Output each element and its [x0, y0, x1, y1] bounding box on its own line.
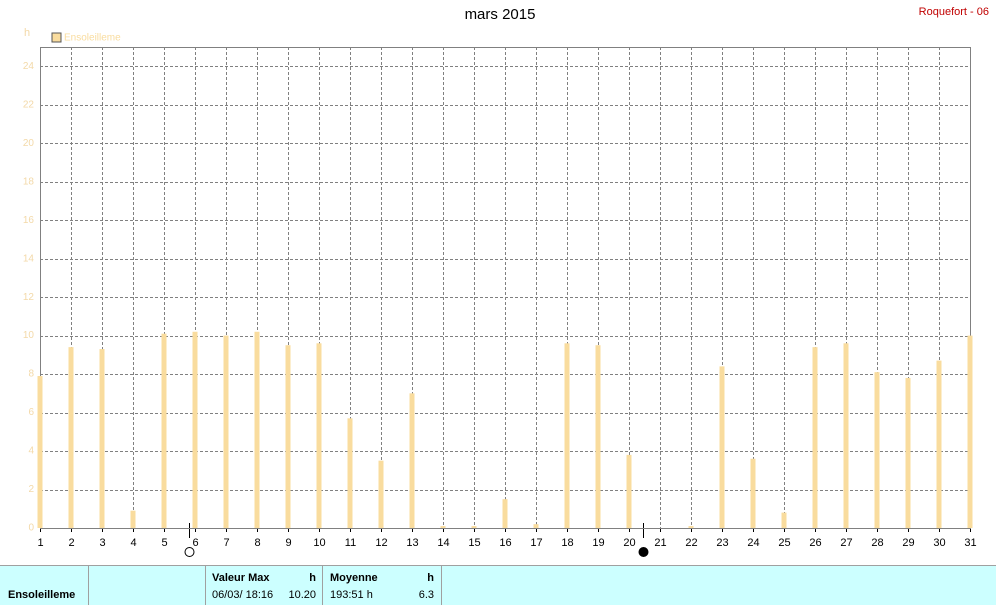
- y-tick-label: 22: [23, 99, 35, 110]
- legend-label: Ensoleilleme: [64, 33, 121, 44]
- y-tick-label: 2: [28, 484, 34, 495]
- y-tick-label: 6: [28, 407, 34, 418]
- max-date: 06/03/ 18:16: [212, 589, 273, 601]
- bar: [409, 393, 415, 528]
- bar: [967, 335, 973, 528]
- x-tick-label: 13: [406, 537, 418, 549]
- bar: [99, 349, 105, 528]
- y-tick-label: 0: [28, 523, 34, 534]
- bar: [192, 331, 198, 528]
- y-tick-label: 12: [23, 292, 35, 303]
- x-tick-label: 21: [654, 537, 666, 549]
- bar: [347, 418, 353, 528]
- bar: [533, 524, 539, 528]
- max-title: Valeur Max: [212, 572, 270, 584]
- chart-title: mars 2015: [465, 6, 536, 23]
- x-tick-label: 10: [313, 537, 325, 549]
- x-tick-label: 11: [345, 537, 356, 549]
- x-tick-label: 12: [375, 537, 387, 549]
- x-tick-label: 27: [840, 537, 852, 549]
- bar: [905, 377, 911, 528]
- x-tick-label: 18: [561, 537, 573, 549]
- bar: [378, 460, 384, 528]
- bar: [688, 526, 694, 528]
- full-moon-icon: [184, 547, 195, 557]
- x-tick-label: 3: [99, 537, 105, 549]
- x-tick-label: 8: [254, 537, 260, 549]
- y-tick-label: 14: [23, 253, 35, 264]
- x-tick-label: 6: [192, 537, 198, 549]
- x-tick-label: 7: [223, 537, 229, 549]
- new-moon-icon: [638, 547, 649, 557]
- y-tick-label: 16: [23, 215, 35, 226]
- x-tick-label: 15: [468, 537, 480, 549]
- bar: [471, 526, 477, 528]
- bar: [564, 343, 570, 528]
- x-tick-label: 31: [964, 537, 976, 549]
- y-tick-label: 24: [23, 61, 35, 72]
- bar: [502, 499, 508, 528]
- bar: [812, 347, 818, 528]
- bar: [161, 333, 167, 528]
- summary-row-label: Ensoleilleme: [8, 589, 75, 601]
- bar: [874, 372, 880, 528]
- x-tick-label: 30: [933, 537, 945, 549]
- legend-swatch: [51, 32, 62, 43]
- x-tick-label: 20: [623, 537, 635, 549]
- bar: [440, 526, 446, 528]
- x-tick-label: 17: [530, 537, 542, 549]
- x-tick-label: 5: [161, 537, 167, 549]
- summary-borders: [0, 565, 996, 605]
- bar: [285, 345, 291, 528]
- mean-title: Moyenne: [330, 572, 378, 584]
- y-tick-label: 8: [28, 369, 34, 380]
- y-tick-label: 4: [28, 446, 34, 457]
- station-label: Roquefort - 06: [919, 6, 989, 18]
- x-tick-label: 19: [592, 537, 604, 549]
- x-tick-label: 26: [809, 537, 821, 549]
- mean-value: 6.3: [419, 589, 434, 601]
- x-tick-label: 1: [37, 537, 43, 549]
- x-tick-label: 2: [68, 537, 74, 549]
- x-tick-label: 25: [778, 537, 790, 549]
- y-unit: h: [24, 27, 30, 39]
- x-tick-label: 22: [685, 537, 697, 549]
- bar: [843, 343, 849, 528]
- summary-bg: [0, 565, 996, 605]
- bar: [626, 454, 632, 528]
- bar: [750, 458, 756, 528]
- x-tick-label: 29: [902, 537, 914, 549]
- max-value: 10.20: [288, 589, 316, 601]
- bar: [719, 366, 725, 528]
- x-tick-label: 24: [747, 537, 759, 549]
- bar: [130, 510, 136, 528]
- plot-frame: [40, 47, 971, 529]
- bar: [936, 360, 942, 528]
- bar: [37, 376, 43, 528]
- bar: [781, 512, 787, 528]
- max-unit: h: [309, 572, 316, 584]
- x-tick-label: 23: [716, 537, 728, 549]
- bar: [223, 335, 229, 528]
- mean-unit: h: [427, 572, 434, 584]
- bar: [68, 347, 74, 528]
- bar: [254, 331, 260, 528]
- y-tick-label: 10: [23, 330, 35, 341]
- x-tick-label: 9: [285, 537, 291, 549]
- x-tick-label: 16: [499, 537, 511, 549]
- y-tick-label: 18: [23, 176, 35, 187]
- bar: [595, 345, 601, 528]
- x-tick-label: 28: [871, 537, 883, 549]
- bar: [316, 343, 322, 528]
- y-tick-label: 20: [23, 138, 35, 149]
- x-tick-label: 14: [437, 537, 449, 549]
- mean-total: 193:51 h: [330, 589, 373, 601]
- x-tick-label: 4: [130, 537, 136, 549]
